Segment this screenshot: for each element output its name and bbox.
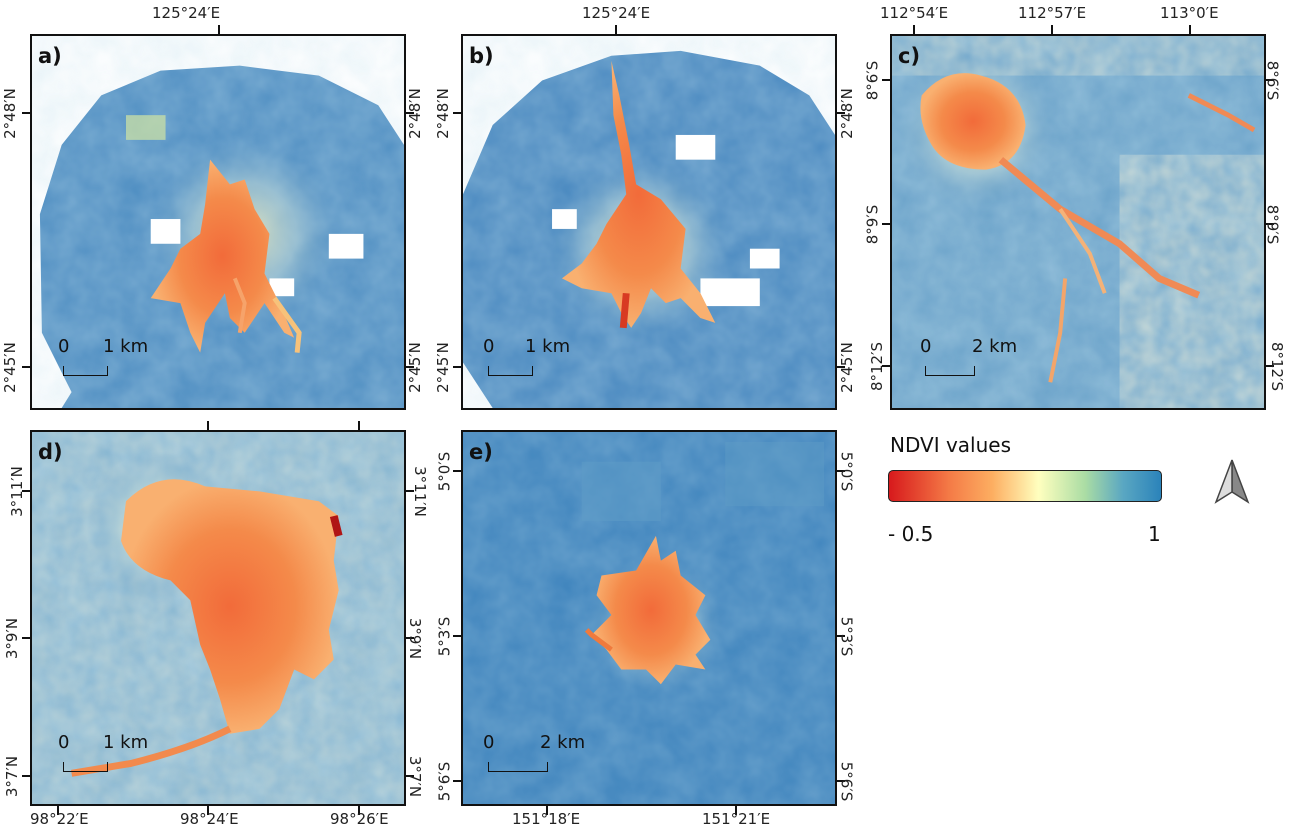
scale-zero-label: 0 [483,732,495,753]
lon-label-d-3: 98°26′E [330,810,389,828]
lat-label-b-left-bottom: 2°45′N [433,342,452,393]
scale-bar-c: 0 2 km [920,336,1040,381]
panel-label-c: c) [898,44,921,68]
lat-label-c-left-3: 8°12′S [868,341,887,392]
ndvi-map-b [463,36,835,408]
lat-label-d-left-1: 3°11′N [7,466,26,517]
lon-label-b-top: 125°24′E [582,4,651,22]
lat-label-c-right-1: 8°6′S [1263,60,1282,101]
ndvi-map-c [892,36,1264,408]
scale-bar-line [488,762,548,772]
lat-label-b-right-top: 2°48′N [837,88,856,139]
panel-label-a: a) [38,44,62,68]
ndvi-map-e [463,432,835,804]
legend-color-ramp [888,470,1162,502]
lat-label-e-right-3: 5°6′S [837,761,856,802]
lat-label-d-right-3: 3°7′N [406,755,425,798]
lat-label-c-right-3: 8°12′S [1268,341,1287,392]
map-panel-d: d) 0 1 km [30,430,406,806]
lon-label-d-1: 98°22′E [30,810,89,828]
scale-distance-label: 1 km [525,336,571,357]
ndvi-map-a [32,36,404,408]
scale-bar-e: 0 2 km [483,732,613,777]
scale-bar-line [488,366,533,376]
scale-bar-b: 0 1 km [483,336,593,381]
scale-bar-d: 0 1 km [58,732,168,777]
lat-label-e-left-1: 5°0′S [435,451,454,492]
map-panel-e: e) 0 2 km [461,430,837,806]
legend-title: NDVI values [890,433,1011,457]
lat-label-a-right-bottom: 2°45′N [405,342,424,393]
panel-label-b: b) [469,44,494,68]
panel-label-e: e) [469,440,493,464]
scale-bar-line [63,762,108,772]
lon-label-d-2: 98°24′E [180,810,239,828]
lon-label-c-3: 113°0′E [1160,4,1219,22]
scale-zero-label: 0 [920,336,932,357]
scale-distance-label: 2 km [972,336,1018,357]
map-panel-b: b) 0 1 km [461,34,837,410]
lat-label-c-left-2: 8°9′S [863,204,882,245]
scale-distance-label: 1 km [103,732,149,753]
scale-distance-label: 1 km [103,336,149,357]
lat-label-e-left-3: 5°6′S [435,761,454,802]
lat-label-b-right-bottom: 2°45′N [837,342,856,393]
ndvi-map-d [32,432,404,804]
map-panel-c: c) 0 2 km [890,34,1266,410]
lon-label-e-1: 151°18′E [512,810,581,828]
lat-label-a-right-top: 2°48′N [405,88,424,139]
lat-label-e-left-2: 5°3′S [435,616,454,657]
lat-label-e-right-2: 5°3′S [837,616,856,657]
lon-label-c-1: 112°54′E [880,4,949,22]
lat-label-a-left-bottom: 2°45′N [0,342,19,393]
scale-bar-line [63,366,108,376]
legend-max-label: 1 [1148,522,1161,546]
lat-label-c-left-1: 8°6′S [863,60,882,101]
north-arrow-icon [1214,459,1250,504]
lat-label-c-right-2: 8°9′S [1263,204,1282,245]
scale-bar-a: 0 1 km [58,336,168,381]
scale-bar-line [925,366,975,376]
lon-label-e-2: 151°21′E [702,810,771,828]
map-panel-a: a) 0 1 km [30,34,406,410]
lat-label-d-left-3: 3°7′N [3,755,22,798]
scale-zero-label: 0 [58,336,70,357]
scale-zero-label: 0 [483,336,495,357]
lat-label-d-right-1: 3°11′N [410,466,429,517]
lat-label-a-left-top: 2°48′N [0,88,19,139]
lon-label-a-top: 125°24′E [152,4,221,22]
lat-label-b-left-top: 2°48′N [433,88,452,139]
lon-label-c-2: 112°57′E [1018,4,1087,22]
legend-min-label: - 0.5 [888,522,934,546]
panel-label-d: d) [38,440,63,464]
scale-distance-label: 2 km [540,732,586,753]
lat-label-e-right-1: 5°0′S [837,451,856,492]
scale-zero-label: 0 [58,732,70,753]
lat-label-d-right-2: 3°9′N [406,617,425,660]
lat-label-d-left-2: 3°9′N [3,617,22,660]
